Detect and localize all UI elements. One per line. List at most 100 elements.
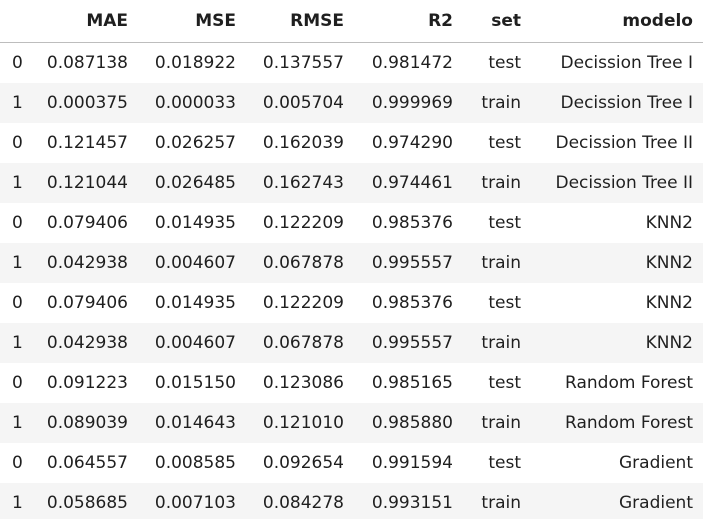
column-header-r2: R2	[354, 0, 463, 43]
cell-modelo: Decission Tree I	[560, 53, 693, 73]
cell-r2: 0.995557	[354, 323, 463, 363]
cell-r2: 0.985376	[371, 293, 453, 313]
row-index: 0	[12, 133, 23, 153]
cell-modelo: KNN2	[645, 293, 693, 313]
column-header-modelo: modelo	[531, 0, 703, 43]
cell-modelo: Decission Tree I	[531, 83, 703, 123]
cell-modelo: KNN2	[531, 243, 703, 283]
row-index: 1	[0, 243, 36, 283]
cell-modelo: KNN2	[531, 323, 703, 363]
table-row: 1 0.042938 0.004607 0.067878 0.995557 tr…	[0, 323, 703, 363]
cell-set: train	[463, 483, 531, 519]
cell-modelo: Random Forest	[531, 403, 703, 443]
cell-mse: 0.000033	[138, 83, 246, 123]
header-row: MAE MSE RMSE R2 set modelo	[0, 0, 703, 43]
cell-rmse: 0.162743	[246, 163, 354, 203]
column-header-mse: MSE	[138, 0, 246, 43]
table-row: 1 0.121044 0.026485 0.162743 0.974461 tr…	[0, 163, 703, 203]
cell-rmse: 0.123086	[262, 373, 344, 393]
cell-mae: 0.121044	[36, 163, 138, 203]
cell-mae: 0.079406	[46, 213, 128, 233]
cell-set: train	[463, 403, 531, 443]
cell-modelo: Decission Tree II	[531, 163, 703, 203]
cell-set: train	[463, 323, 531, 363]
table-row: 0 0.091223 0.015150 0.123086 0.985165 te…	[0, 363, 703, 403]
cell-mse: 0.026485	[138, 163, 246, 203]
cell-modelo: Random Forest	[565, 373, 693, 393]
column-header-rmse: RMSE	[246, 0, 354, 43]
cell-rmse: 0.122209	[262, 213, 344, 233]
table-row: 0 0.087138 0.018922 0.137557 0.981472 te…	[0, 43, 703, 84]
cell-mae: 0.087138	[46, 53, 128, 73]
row-index: 0	[12, 373, 23, 393]
table-row: 1 0.089039 0.014643 0.121010 0.985880 tr…	[0, 403, 703, 443]
cell-mse: 0.004607	[138, 323, 246, 363]
cell-modelo: Gradient	[619, 453, 693, 473]
cell-r2: 0.991594	[371, 453, 453, 473]
cell-set: train	[463, 243, 531, 283]
cell-mse: 0.015150	[154, 373, 236, 393]
cell-set: test	[488, 53, 521, 73]
cell-mse: 0.018922	[154, 53, 236, 73]
cell-mae: 0.058685	[36, 483, 138, 519]
cell-mse: 0.008585	[154, 453, 236, 473]
cell-mae: 0.121457	[46, 133, 128, 153]
table-body: 0 0.087138 0.018922 0.137557 0.981472 te…	[0, 43, 703, 519]
column-header-mae: MAE	[36, 0, 138, 43]
cell-rmse: 0.084278	[246, 483, 354, 519]
table-header: MAE MSE RMSE R2 set modelo	[0, 0, 703, 43]
cell-mae: 0.064557	[46, 453, 128, 473]
cell-r2: 0.999969	[354, 83, 463, 123]
cell-mse: 0.026257	[154, 133, 236, 153]
cell-rmse: 0.121010	[246, 403, 354, 443]
row-index: 0	[12, 213, 23, 233]
table-row: 0 0.121457 0.026257 0.162039 0.974290 te…	[0, 123, 703, 163]
cell-rmse: 0.067878	[246, 323, 354, 363]
cell-mse: 0.014643	[138, 403, 246, 443]
cell-rmse: 0.092654	[262, 453, 344, 473]
row-index: 1	[0, 323, 36, 363]
cell-mse: 0.004607	[138, 243, 246, 283]
row-index: 0	[12, 453, 23, 473]
cell-mse: 0.014935	[154, 293, 236, 313]
cell-rmse: 0.122209	[262, 293, 344, 313]
row-index: 0	[12, 293, 23, 313]
cell-rmse: 0.162039	[262, 133, 344, 153]
table-row: 1 0.042938 0.004607 0.067878 0.995557 tr…	[0, 243, 703, 283]
column-header-index	[0, 0, 36, 43]
cell-r2: 0.981472	[371, 53, 453, 73]
row-index: 0	[12, 53, 23, 73]
cell-set: test	[488, 133, 521, 153]
table-row: 0 0.079406 0.014935 0.122209 0.985376 te…	[0, 283, 703, 323]
cell-mae: 0.042938	[36, 243, 138, 283]
table-row: 0 0.064557 0.008585 0.092654 0.991594 te…	[0, 443, 703, 483]
cell-set: test	[488, 373, 521, 393]
row-index: 1	[0, 403, 36, 443]
cell-modelo: Gradient	[531, 483, 703, 519]
table-row: 0 0.079406 0.014935 0.122209 0.985376 te…	[0, 203, 703, 243]
cell-set: test	[488, 293, 521, 313]
row-index: 1	[0, 83, 36, 123]
row-index: 1	[0, 483, 36, 519]
cell-mae: 0.091223	[46, 373, 128, 393]
cell-r2: 0.995557	[354, 243, 463, 283]
cell-modelo: KNN2	[645, 213, 693, 233]
cell-r2: 0.985165	[371, 373, 453, 393]
cell-set: train	[463, 83, 531, 123]
cell-set: test	[488, 213, 521, 233]
cell-rmse: 0.005704	[246, 83, 354, 123]
cell-r2: 0.985376	[371, 213, 453, 233]
cell-set: test	[488, 453, 521, 473]
cell-r2: 0.974290	[371, 133, 453, 153]
cell-mse: 0.014935	[154, 213, 236, 233]
table-row: 1 0.058685 0.007103 0.084278 0.993151 tr…	[0, 483, 703, 519]
table-row: 1 0.000375 0.000033 0.005704 0.999969 tr…	[0, 83, 703, 123]
cell-modelo: Decission Tree II	[555, 133, 694, 153]
cell-r2: 0.974461	[354, 163, 463, 203]
cell-mae: 0.079406	[46, 293, 128, 313]
cell-r2: 0.993151	[354, 483, 463, 519]
cell-mae: 0.089039	[36, 403, 138, 443]
cell-rmse: 0.067878	[246, 243, 354, 283]
cell-mse: 0.007103	[138, 483, 246, 519]
